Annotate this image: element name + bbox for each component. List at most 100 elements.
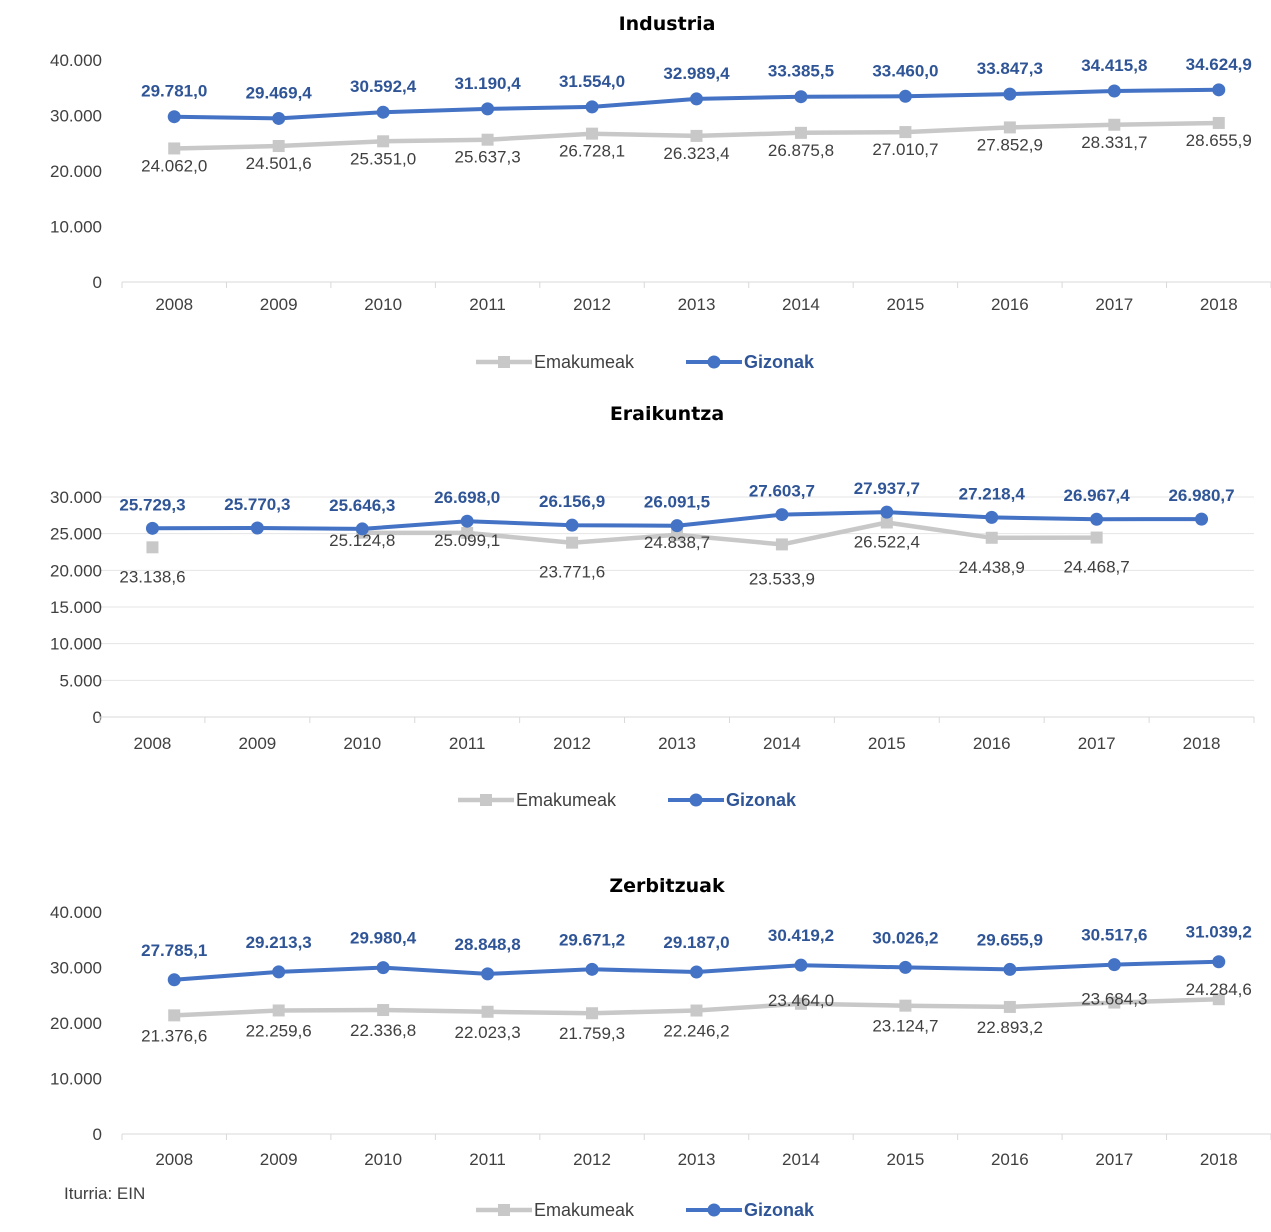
- point-gizonak: [167, 110, 181, 124]
- x-tick-label: 2012: [573, 1150, 611, 1169]
- data-label-emakumeak: 26.522,4: [854, 533, 920, 552]
- data-label-emakumeak: 21.759,3: [559, 1024, 625, 1043]
- point-emakumeak: [1003, 121, 1016, 134]
- point-gizonak: [1212, 83, 1226, 97]
- point-emakumeak: [481, 1005, 494, 1018]
- y-tick-label: 0: [93, 273, 102, 292]
- point-emakumeak: [168, 1009, 181, 1022]
- point-gizonak: [376, 105, 390, 119]
- x-tick-label: 2011: [469, 295, 506, 314]
- chart-zerbitzuak-svg: Zerbitzuak 0 10.000 20.000 30.000 40.000 2008 2…: [50, 875, 1271, 1220]
- point-emakumeak: [775, 538, 788, 551]
- data-label-emakumeak: 24.468,7: [1064, 558, 1130, 577]
- y-tick-label: 0: [93, 708, 102, 727]
- point-gizonak: [1107, 84, 1121, 98]
- data-label-gizonak: 30.517,6: [1081, 926, 1147, 945]
- point-gizonak: [1107, 958, 1121, 972]
- point-emakumeak: [985, 531, 998, 544]
- legend-marker-gizonak: [707, 355, 721, 369]
- y-tick-label: 30.000: [50, 107, 102, 126]
- point-gizonak: [690, 965, 703, 979]
- y-tick-label: 40.000: [50, 51, 102, 70]
- data-label-emakumeak: 23.124,7: [872, 1017, 938, 1036]
- data-label-emakumeak: 27.010,7: [872, 140, 938, 159]
- point-gizonak: [775, 508, 789, 522]
- data-label-emakumeak: 22.246,2: [663, 1022, 729, 1041]
- y-tick-label: 20.000: [50, 162, 102, 181]
- point-gizonak: [460, 514, 474, 528]
- data-label-gizonak: 27.218,4: [959, 484, 1026, 503]
- data-label-gizonak: 28.848,8: [454, 935, 520, 954]
- point-gizonak: [585, 962, 599, 976]
- x-tick-label: 2010: [364, 1150, 402, 1169]
- point-gizonak: [1195, 512, 1209, 526]
- point-emakumeak: [794, 997, 807, 1010]
- y-tick-label: 20.000: [50, 1014, 102, 1033]
- data-label-gizonak: 29.980,4: [350, 929, 417, 948]
- x-tick-label: 2011: [449, 734, 486, 753]
- point-gizonak: [1003, 87, 1017, 101]
- x-tick-label: 2015: [868, 734, 906, 753]
- data-label-gizonak: 29.671,2: [559, 930, 625, 949]
- point-emakumeak: [671, 528, 683, 541]
- x-tick-label: 2008: [134, 734, 172, 753]
- y-tick-label: 30.000: [50, 488, 102, 507]
- point-gizonak: [355, 522, 369, 536]
- data-label-gizonak: 33.460,0: [872, 61, 938, 80]
- x-tick-label: 2015: [886, 1150, 924, 1169]
- y-tick-label: 10.000: [50, 218, 102, 237]
- legend-marker-emakumeak: [498, 1204, 510, 1216]
- data-label-emakumeak: 25.637,3: [454, 148, 520, 167]
- data-label-gizonak: 33.385,5: [768, 62, 834, 81]
- x-tick-label: 2013: [658, 734, 696, 753]
- point-emakumeak: [1108, 118, 1121, 131]
- point-emakumeak: [586, 127, 599, 140]
- x-tick-label: 2012: [553, 734, 591, 753]
- legend-label-emakumeak: Emakumeak: [516, 790, 617, 810]
- point-gizonak: [794, 958, 808, 972]
- data-label-emakumeak: 26.875,8: [768, 141, 834, 160]
- data-label-gizonak: 34.415,8: [1081, 56, 1147, 75]
- data-label-emakumeak: 22.893,2: [977, 1018, 1043, 1037]
- data-label-gizonak: 31.039,2: [1186, 923, 1252, 942]
- y-tick-label: 5.000: [59, 671, 102, 690]
- y-tick-label: 0: [93, 1125, 102, 1144]
- data-label-emakumeak: 28.655,9: [1186, 131, 1252, 150]
- point-gizonak: [670, 519, 684, 533]
- point-gizonak: [250, 521, 264, 535]
- data-label-emakumeak: 25.099,1: [434, 531, 500, 550]
- point-gizonak: [481, 967, 495, 981]
- data-label-gizonak: 26.698,0: [434, 488, 500, 507]
- data-label-emakumeak: 28.331,7: [1081, 133, 1147, 152]
- point-emakumeak: [1212, 993, 1225, 1006]
- data-label-emakumeak: 26.323,4: [663, 144, 729, 163]
- data-label-emakumeak: 23.464,0: [768, 991, 834, 1010]
- data-label-gizonak: 25.770,3: [224, 495, 290, 514]
- point-gizonak: [272, 965, 286, 979]
- data-label-gizonak: 26.156,9: [539, 492, 605, 511]
- y-tick-label: 25.000: [50, 525, 102, 544]
- x-tick-label: 2016: [973, 734, 1011, 753]
- data-label-gizonak: 30.419,2: [768, 926, 834, 945]
- x-tick-label: 2013: [678, 1150, 716, 1169]
- x-tick-label: 2009: [260, 1150, 298, 1169]
- data-label-emakumeak: 25.351,0: [350, 149, 416, 168]
- point-gizonak: [690, 92, 703, 106]
- data-label-gizonak: 26.091,5: [644, 493, 710, 512]
- data-label-gizonak: 25.729,3: [119, 495, 185, 514]
- x-tick-label: 2015: [886, 295, 924, 314]
- point-emakumeak: [377, 1004, 390, 1017]
- chart-eraikuntza: Eraikuntza 0 5.000 10.000 15.000 20.000 25.000…: [0, 390, 1271, 830]
- y-tick-label: 10.000: [50, 1070, 102, 1089]
- legend-label-emakumeak: Emakumeak: [534, 352, 635, 372]
- point-emakumeak: [1090, 531, 1103, 544]
- x-tick-label: 2017: [1095, 295, 1133, 314]
- data-label-emakumeak: 24.062,0: [141, 156, 207, 175]
- data-label-gizonak: 31.190,4: [454, 74, 521, 93]
- point-emakumeak: [1003, 1000, 1016, 1013]
- y-tick-label: 40.000: [50, 903, 102, 922]
- chart-industria-svg: Industria 0 10.000 20.000 30.000 40.000 2008 20…: [50, 13, 1271, 372]
- point-emakumeak: [586, 1007, 599, 1020]
- point-gizonak: [898, 89, 912, 103]
- x-tick-label: 2018: [1200, 1150, 1238, 1169]
